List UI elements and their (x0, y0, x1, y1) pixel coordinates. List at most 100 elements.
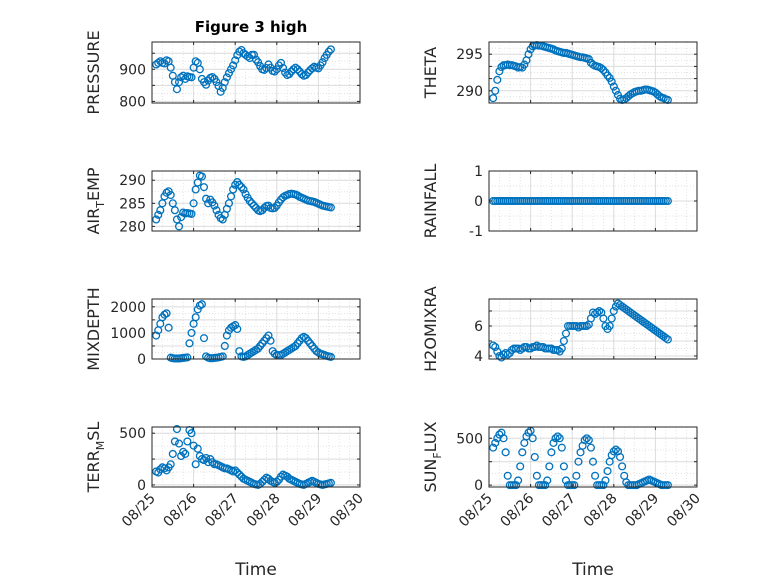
data-point (278, 193, 288, 202)
subplot-h2omixra: 4 6 H2OMIXRA (421, 286, 698, 372)
data-point (212, 78, 221, 87)
y-tick-label: 2000 (110, 300, 146, 316)
data-markers (152, 45, 335, 96)
data-point (499, 434, 508, 443)
y-tick-label: 290 (456, 84, 483, 100)
data-point (524, 50, 533, 59)
data-point (231, 466, 240, 475)
data-point (193, 178, 202, 187)
data-point (549, 438, 558, 447)
data-point (611, 86, 620, 95)
data-point (254, 58, 263, 67)
y-tick-label: 290 (119, 173, 146, 189)
axes-box (151, 41, 361, 104)
y-axis-label: TERRMSL (84, 422, 107, 494)
subplot-pressure: 800 900 PRESSURE (84, 30, 361, 115)
data-point (245, 196, 254, 206)
data-point (324, 47, 333, 56)
data-point (270, 67, 279, 76)
data-point (218, 352, 227, 361)
data-point (235, 470, 244, 479)
y-axis-label: PRESSURE (84, 30, 103, 114)
data-point (174, 439, 184, 448)
data-point (326, 352, 335, 361)
data-point (518, 448, 527, 457)
data-point (491, 438, 500, 447)
data-point (183, 437, 192, 446)
data-point (520, 60, 529, 69)
data-point (605, 321, 614, 331)
data-point (559, 462, 568, 471)
data-point (491, 342, 500, 352)
data-point (220, 341, 229, 351)
data-point (233, 468, 242, 477)
data-point (501, 348, 510, 358)
subplot-theta: 290 295 THETA (421, 40, 698, 104)
data-point (170, 78, 179, 87)
y-tick-label: 900 (119, 62, 146, 78)
data-point (572, 471, 581, 480)
data-point (191, 313, 200, 322)
data-point (270, 203, 279, 212)
y-axis-label-subscript: M (94, 441, 107, 451)
data-point (193, 305, 202, 314)
data-point (158, 199, 167, 208)
axes-box (488, 41, 698, 104)
data-point (599, 481, 608, 490)
data-point (609, 447, 618, 456)
data-point (181, 449, 190, 458)
data-point (197, 172, 206, 181)
data-point (293, 65, 302, 74)
data-point (195, 65, 204, 74)
data-point (172, 425, 182, 434)
data-point (618, 462, 627, 471)
data-point (166, 190, 175, 200)
data-point (162, 188, 171, 197)
data-point (547, 448, 556, 457)
data-point (231, 321, 240, 330)
data-point (663, 196, 672, 206)
data-point (574, 457, 583, 466)
data-point (293, 191, 302, 200)
axes-box (488, 426, 698, 488)
y-tick-label: 500 (456, 431, 483, 447)
data-point (559, 336, 568, 346)
data-point (524, 428, 533, 437)
data-point (530, 452, 539, 462)
data-point (532, 471, 541, 480)
data-markers (489, 299, 672, 362)
data-point (495, 67, 504, 76)
data-point (570, 481, 579, 490)
data-point (189, 199, 198, 208)
y-axis-label: MIXDEPTH (84, 287, 103, 370)
data-point (615, 452, 625, 462)
data-point (561, 329, 571, 338)
data-markers (152, 425, 335, 489)
data-point (166, 460, 175, 469)
data-point (557, 344, 566, 353)
data-point (591, 471, 600, 480)
data-point (199, 183, 209, 192)
y-axis-label: THETA (421, 47, 440, 99)
y-tick-label: 285 (119, 196, 146, 212)
data-point (303, 68, 313, 77)
data-point (187, 73, 196, 82)
data-point (249, 201, 258, 210)
data-point (588, 457, 598, 466)
data-point (489, 341, 498, 350)
data-point (235, 347, 244, 356)
data-point (582, 434, 591, 443)
data-point (193, 444, 202, 453)
data-point (235, 180, 244, 189)
data-point (599, 314, 608, 323)
data-point (597, 64, 606, 73)
data-point (541, 481, 550, 490)
data-point (247, 199, 256, 208)
data-point (216, 87, 225, 96)
data-point (202, 453, 211, 463)
y-axis-label: AIRTEMP (84, 167, 107, 234)
data-point (222, 331, 231, 340)
data-point (229, 61, 238, 70)
data-point (235, 47, 244, 56)
data-point (177, 451, 186, 461)
